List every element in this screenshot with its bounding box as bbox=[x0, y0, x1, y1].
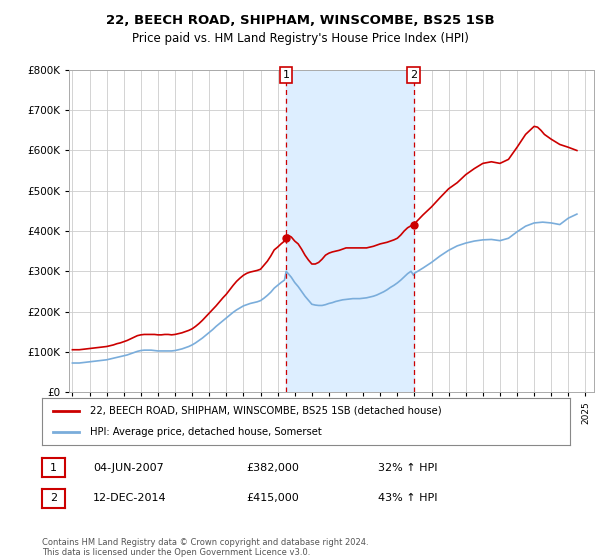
Text: HPI: Average price, detached house, Somerset: HPI: Average price, detached house, Some… bbox=[89, 427, 321, 437]
Text: 32% ↑ HPI: 32% ↑ HPI bbox=[378, 463, 437, 473]
Text: Price paid vs. HM Land Registry's House Price Index (HPI): Price paid vs. HM Land Registry's House … bbox=[131, 32, 469, 45]
Text: 1: 1 bbox=[50, 463, 57, 473]
Text: 43% ↑ HPI: 43% ↑ HPI bbox=[378, 493, 437, 503]
Bar bbox=[286, 70, 413, 392]
Text: Contains HM Land Registry data © Crown copyright and database right 2024.
This d: Contains HM Land Registry data © Crown c… bbox=[42, 538, 368, 557]
Text: 22, BEECH ROAD, SHIPHAM, WINSCOMBE, BS25 1SB (detached house): 22, BEECH ROAD, SHIPHAM, WINSCOMBE, BS25… bbox=[89, 406, 441, 416]
Text: 04-JUN-2007: 04-JUN-2007 bbox=[93, 463, 164, 473]
Text: 22, BEECH ROAD, SHIPHAM, WINSCOMBE, BS25 1SB: 22, BEECH ROAD, SHIPHAM, WINSCOMBE, BS25… bbox=[106, 14, 494, 27]
Text: £415,000: £415,000 bbox=[246, 493, 299, 503]
Text: 1: 1 bbox=[283, 70, 290, 80]
Text: 2: 2 bbox=[50, 493, 57, 503]
Text: 2: 2 bbox=[410, 70, 417, 80]
Text: £382,000: £382,000 bbox=[246, 463, 299, 473]
Text: 12-DEC-2014: 12-DEC-2014 bbox=[93, 493, 167, 503]
